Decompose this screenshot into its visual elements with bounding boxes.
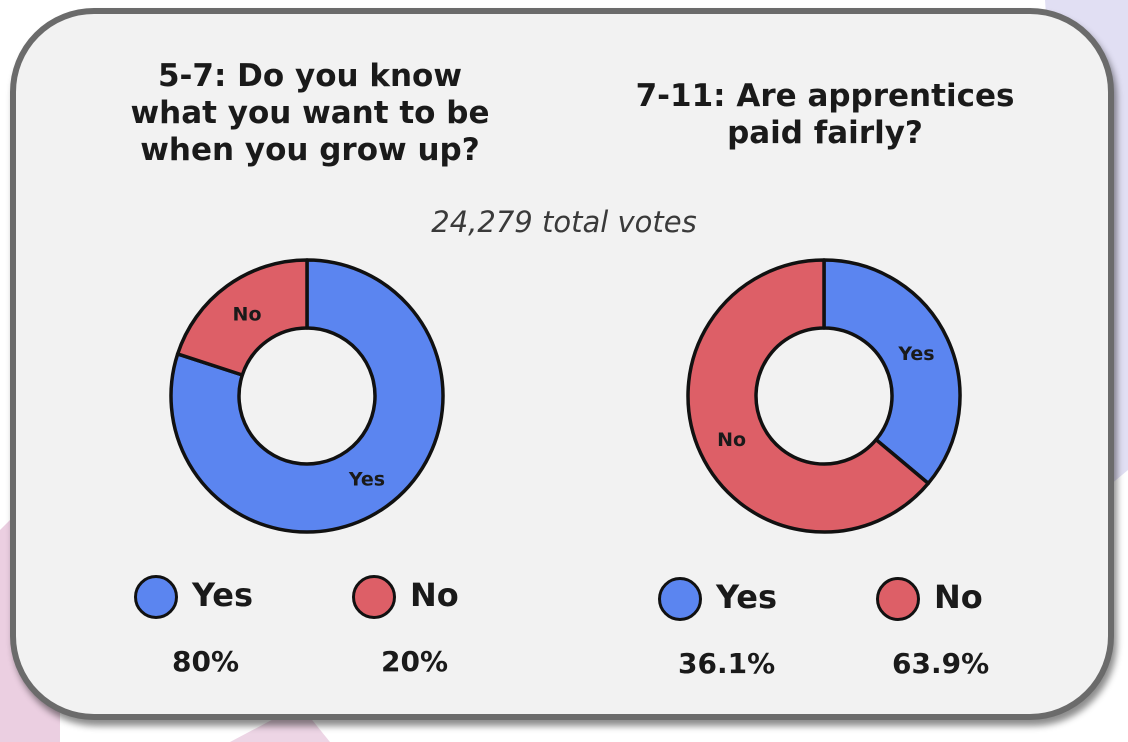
donut-chart-1: Yes No	[169, 258, 445, 534]
slice-no	[686, 258, 930, 534]
legend-yes-label: Yes	[192, 576, 253, 614]
legend-no-value: 20%	[381, 645, 449, 678]
legend-yes-swatch-icon	[134, 575, 178, 619]
slice-label-yes: Yes	[348, 469, 385, 491]
legend-no-swatch-icon	[352, 575, 396, 619]
legend-yes-value: 36.1%	[678, 647, 776, 680]
slice-label-yes: Yes	[897, 343, 934, 365]
slice-label-no: No	[233, 303, 262, 325]
total-votes: 24,279 total votes	[431, 205, 697, 239]
legend-yes-swatch-icon	[658, 577, 702, 621]
legend-no-label: No	[410, 576, 459, 614]
legend-yes-value: 80%	[172, 645, 240, 678]
chart-1-title: 5-7: Do you know what you want to be whe…	[130, 58, 490, 168]
slice-label-no: No	[717, 429, 746, 451]
slice-yes	[169, 258, 445, 534]
slice-no	[175, 258, 309, 377]
legend-no-swatch-icon	[876, 577, 920, 621]
legend-no-value: 63.9%	[892, 647, 990, 680]
donut-chart-2: Yes No	[686, 258, 962, 534]
chart-2-title: 7-11: Are apprentices paid fairly?	[635, 78, 1015, 151]
legend-no-label: No	[934, 578, 983, 616]
legend-yes-label: Yes	[716, 578, 777, 616]
slice-yes	[822, 258, 962, 486]
